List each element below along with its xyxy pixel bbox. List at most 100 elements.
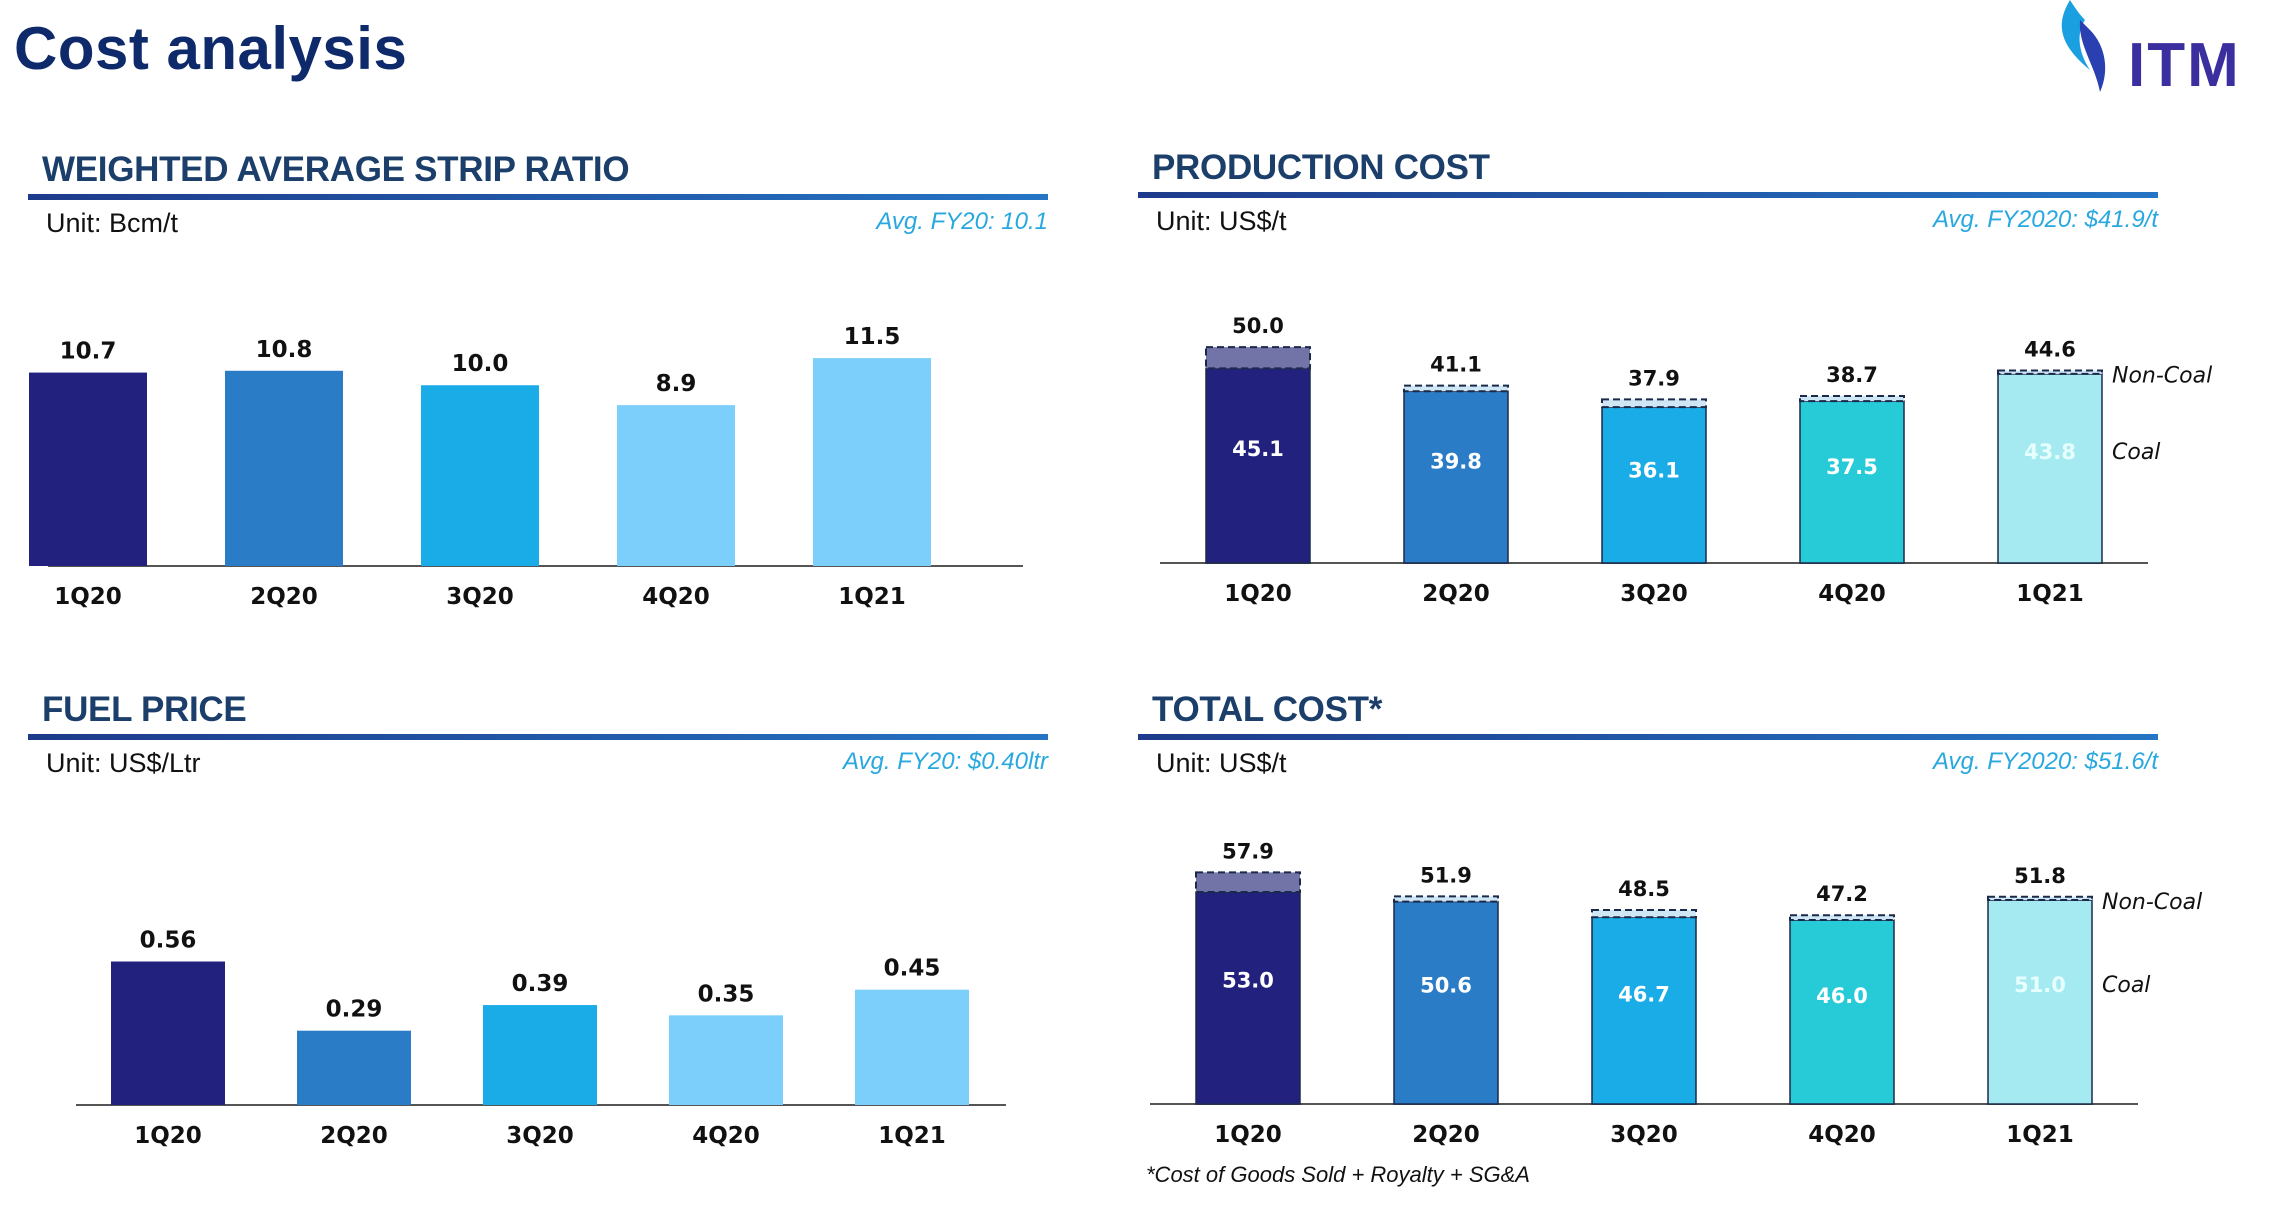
page-title: Cost analysis [14,15,408,82]
bar-1Q21 [855,989,969,1105]
coal-bar-3Q20 [1591,916,1697,1105]
total-label: 51.8 [2014,864,2066,888]
total-label: 50.0 [1232,314,1284,338]
coal-value-label: 43.8 [2024,440,2076,464]
footnote: *Cost of Goods Sold + Royalty + SG&A [1146,1162,1530,1187]
coal-value-label: 51.0 [2014,973,2066,997]
data-label: 0.39 [512,971,569,997]
non-coal-bar-3Q20 [1601,398,1707,409]
unit-label: Unit: US$/t [1156,748,1287,778]
x-tick-label: 1Q20 [54,584,122,610]
total-label: 38.7 [1826,363,1878,387]
itm-logo: ITM [2050,0,2270,110]
bar-1Q20 [111,961,225,1105]
logo-text: ITM [2128,31,2241,100]
x-tick-label: 2Q20 [1412,1122,1480,1148]
non-coal-bar-1Q20 [1195,871,1301,894]
panel-title: PRODUCTION COST [1152,148,1490,187]
coal-bar-3Q20 [1601,406,1707,564]
coal-bar-1Q20 [1195,891,1301,1105]
strip-ratio-panel: WEIGHTED AVERAGE STRIP RATIO Unit: Bcm/t… [28,150,1088,630]
data-label: 0.35 [698,981,755,1007]
average-label: Avg. FY2020: $41.9/t [1932,206,2158,233]
non-coal-bar-4Q20 [1799,394,1905,403]
data-label: 8.9 [656,371,697,397]
non-coal-bar-2Q20 [1393,895,1499,903]
x-tick-label: 2Q20 [320,1123,388,1149]
non-coal-bar-4Q20 [1789,914,1895,921]
x-tick-label: 3Q20 [1620,581,1688,607]
total-label: 57.9 [1222,839,1274,863]
legend-coal: Coal [2112,440,2160,465]
legend-non-coal: Non-Coal [2112,363,2212,388]
coal-bar-1Q21 [1997,373,2103,564]
coal-bar-4Q20 [1799,400,1905,564]
average-label: Avg. FY2020: $51.6/t [1932,748,2158,775]
coal-value-label: 46.0 [1816,984,1868,1008]
strip-ratio-chart: 10.7 1Q20 10.8 2Q20 10.0 3Q20 8.9 4Q20 11.5 1Q21 [29,324,1023,610]
bar-4Q20 [669,1015,783,1105]
coal-value-label: 39.8 [1430,450,1482,474]
panel-divider [1138,734,2158,740]
x-tick-label: 4Q20 [1818,581,1886,607]
coal-value-label: 46.7 [1618,982,1670,1006]
flame-logo-icon [2061,0,2106,92]
total-cost-panel: TOTAL COST* Unit: US$/t Avg. FY2020: $51… [1138,690,2202,1170]
total-label: 41.1 [1430,353,1482,377]
bar-1Q21 [813,358,931,566]
total-label: 37.9 [1628,366,1680,390]
legend-coal: Coal [2102,973,2150,998]
x-tick-label: 3Q20 [1610,1122,1678,1148]
bar-3Q20 [483,1005,597,1105]
production-cost-chart: 45.1 50.0 1Q20 39.8 41.1 2Q20 36.1 37.9 3Q20 37.5… [1160,314,2212,607]
legend-non-coal: Non-Coal [2102,890,2202,915]
bar-4Q20 [617,405,735,566]
total-label: 48.5 [1618,877,1670,901]
coal-bar-2Q20 [1403,390,1509,564]
data-label: 11.5 [844,324,901,350]
fuel-price-panel: FUEL PRICE Unit: US$/Ltr Avg. FY20: $0.4… [28,690,1088,1170]
non-coal-bar-1Q21 [1997,369,2103,375]
x-tick-label: 1Q20 [134,1123,202,1149]
non-coal-bar-2Q20 [1403,384,1509,393]
total-cost-chart: 53.0 57.9 1Q20 50.6 51.9 2Q20 46.7 48.5 3Q20 46.0… [1150,839,2202,1148]
data-label: 0.29 [326,997,383,1023]
x-tick-label: 1Q20 [1214,1122,1282,1148]
coal-value-label: 45.1 [1232,437,1284,461]
x-tick-label: 1Q21 [2006,1122,2074,1148]
coal-bar-4Q20 [1789,919,1895,1105]
average-label: Avg. FY20: $0.40ltr [842,748,1048,775]
x-tick-label: 1Q21 [838,584,906,610]
unit-label: Unit: Bcm/t [46,208,179,238]
data-label: 10.8 [256,337,313,363]
x-tick-label: 4Q20 [1808,1122,1876,1148]
total-label: 51.9 [1420,863,1472,887]
bar-1Q20 [29,372,147,566]
x-tick-label: 1Q21 [878,1123,946,1149]
total-label: 47.2 [1816,882,1868,906]
data-label: 10.0 [452,351,509,377]
x-tick-label: 4Q20 [692,1123,760,1149]
data-label: 0.45 [884,956,941,982]
coal-value-label: 37.5 [1826,455,1878,479]
coal-bar-1Q21 [1987,899,2093,1105]
coal-bar-2Q20 [1393,900,1499,1105]
panel-divider [1138,192,2158,198]
bar-2Q20 [297,1030,411,1105]
x-tick-label: 3Q20 [446,584,514,610]
non-coal-bar-1Q21 [1987,895,2093,902]
data-label: 10.7 [60,339,117,365]
panel-divider [28,194,1048,200]
average-label: Avg. FY20: 10.1 [876,208,1048,235]
panel-title: TOTAL COST* [1152,690,1383,729]
panel-title: FUEL PRICE [42,690,247,729]
unit-label: Unit: US$/t [1156,206,1287,236]
data-label: 0.56 [140,928,197,954]
x-tick-label: 2Q20 [250,584,318,610]
x-tick-label: 1Q21 [2016,581,2084,607]
coal-value-label: 36.1 [1628,458,1680,482]
non-coal-bar-1Q20 [1205,346,1311,370]
panel-divider [28,734,1048,740]
x-tick-label: 3Q20 [506,1123,574,1149]
total-label: 44.6 [2024,337,2076,361]
